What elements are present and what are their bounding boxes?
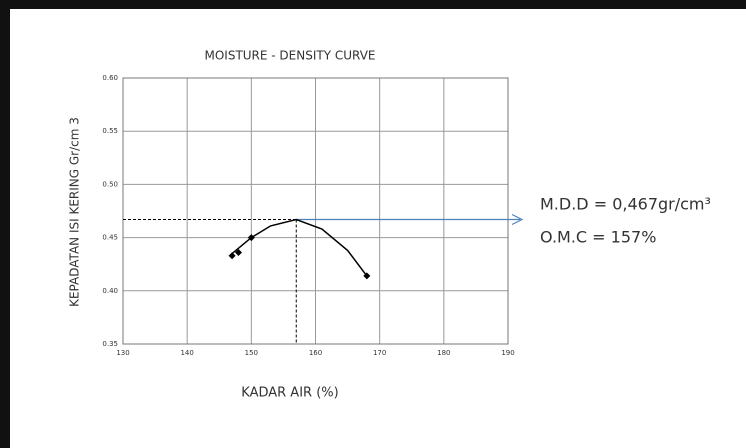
x-tick-label: 190: [501, 349, 514, 357]
y-tick-label: 0.35: [102, 340, 118, 348]
x-tick-label: 170: [373, 349, 386, 357]
data-point: [235, 248, 242, 256]
arrow-head: [511, 213, 524, 226]
data-point: [228, 252, 236, 260]
plot-border: [122, 77, 509, 345]
x-tick-label: 180: [437, 349, 450, 357]
annotation: O.M.C = 157%: [540, 228, 656, 247]
y-tick-label: 0.45: [102, 234, 118, 242]
x-tick-label: 140: [180, 349, 193, 357]
y-tick-label: 0.40: [102, 287, 118, 295]
y-tick-label: 0.50: [102, 180, 118, 188]
chart-title: MOISTURE - DENSITY CURVE: [204, 49, 375, 63]
annotation: M.D.D = 0,467gr/cm³: [540, 195, 711, 214]
y-axis-label: KEPADATAN ISI KERING Gr/cm 3: [68, 117, 82, 307]
frame-top: [0, 0, 746, 9]
y-tick-label: 0.60: [102, 74, 118, 82]
frame-left: [0, 0, 10, 448]
data-point: [363, 272, 371, 280]
x-tick-label: 150: [245, 349, 258, 357]
x-axis-label: KADAR AIR (%): [241, 386, 338, 401]
x-tick-label: 160: [309, 349, 322, 357]
y-tick-label: 0.55: [102, 127, 118, 135]
x-tick-label: 130: [116, 349, 129, 357]
data-point: [247, 234, 255, 242]
